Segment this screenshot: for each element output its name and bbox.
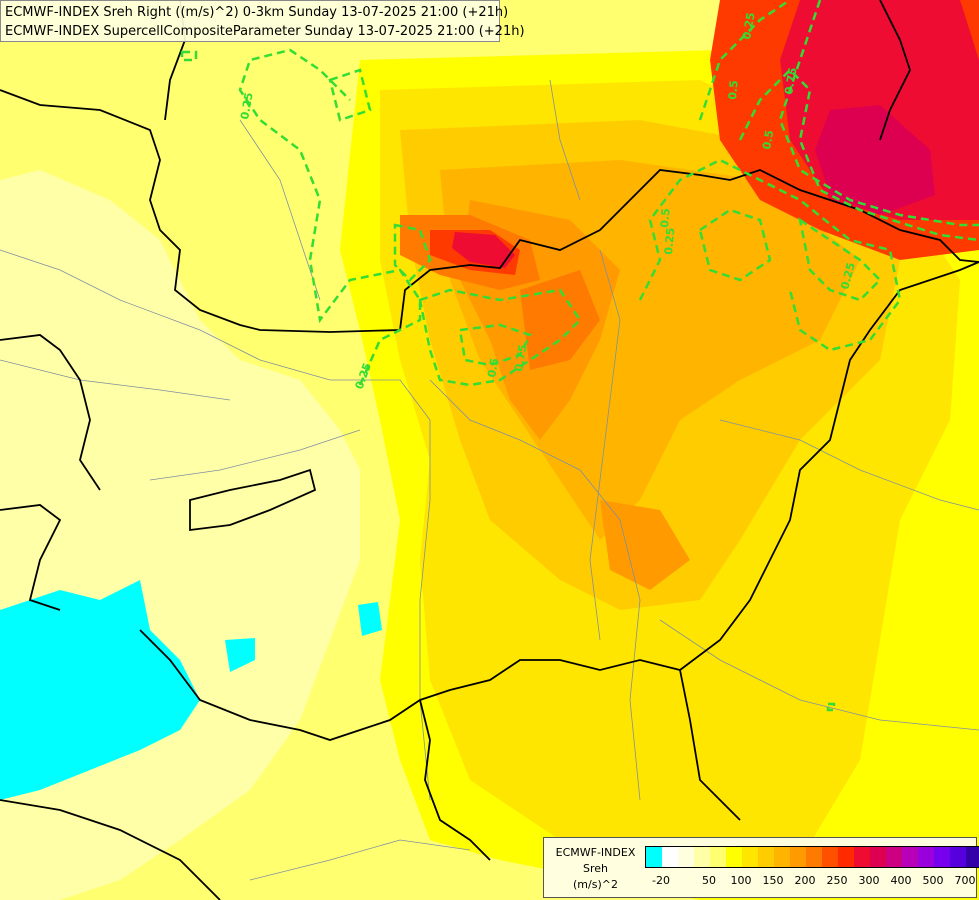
legend-tick-label: 150: [762, 874, 784, 887]
legend-swatch: [918, 847, 934, 867]
field-cyan-small-2: [225, 638, 255, 672]
field-red-orange-2: [520, 270, 600, 370]
legend-swatch: [934, 847, 950, 867]
border-c: [0, 504, 62, 611]
legend-swatch: [742, 847, 758, 867]
legend-swatch: [854, 847, 870, 867]
contour-east-2: [698, 0, 979, 227]
legend-swatch: [822, 847, 838, 867]
border-g: [419, 699, 491, 861]
legend-swatch: [806, 847, 822, 867]
legend-tick-label: 250: [826, 874, 848, 887]
river-5: [719, 419, 979, 511]
border-h: [679, 669, 741, 821]
river-6: [149, 429, 361, 481]
legend-swatch: [710, 847, 726, 867]
contour-east-4: [798, 217, 882, 302]
legend-swatch: [758, 847, 774, 867]
contour-label: 0.5: [485, 357, 501, 378]
legend-swatch: [694, 847, 710, 867]
field-cyan-small-1: [358, 602, 382, 636]
field-deep-orange-se: [600, 500, 690, 590]
legend-swatch: [886, 847, 902, 867]
contour-east-5: [698, 208, 772, 282]
legend-swatch: [870, 847, 886, 867]
contour-label: 0.5: [658, 208, 673, 229]
legend-swatch: [838, 847, 854, 867]
legend-swatch: [726, 847, 742, 867]
legend-title-model: ECMWF-INDEX: [555, 846, 636, 859]
legend-tick-label: 700: [954, 874, 976, 887]
river-2: [429, 379, 641, 801]
legend-swatch: [966, 847, 979, 867]
legend-title-unit: (m/s)^2: [573, 878, 618, 891]
map-title-box: ECMWF-INDEX Sreh Right ((m/s)^2) 0-3km S…: [0, 0, 525, 42]
border-a: [0, 89, 979, 333]
legend-tick-label: 300: [858, 874, 880, 887]
contour-label: 0.5: [760, 129, 776, 150]
river-10: [249, 839, 471, 881]
legend-tick-label: 50: [702, 874, 716, 887]
river-9: [549, 79, 581, 201]
river-4: [659, 619, 979, 731]
legend-tick-label: 400: [890, 874, 912, 887]
contour-west: [238, 48, 422, 386]
legend-swatch: [646, 847, 662, 867]
legend-title-param: Sreh: [582, 862, 608, 875]
legend-color-bar: [645, 846, 979, 868]
legend-swatch: [790, 847, 806, 867]
border-d: [0, 334, 101, 491]
contour-label: 0.25: [740, 12, 758, 41]
legend-swatch: [902, 847, 918, 867]
legend-swatch: [678, 847, 694, 867]
color-legend: ECMWF-INDEX Sreh (m/s)^2 -20 50 100 150 200 2…: [543, 837, 979, 898]
contour-east-1: [638, 158, 902, 352]
contour-west-2: [328, 68, 372, 122]
field-magenta-core: [815, 105, 935, 215]
legend-swatch: [662, 847, 678, 867]
border-f: [879, 0, 911, 141]
contour-label: 0.75: [782, 67, 800, 96]
title-scp: ECMWF-INDEX SupercellCompositeParameter …: [5, 24, 525, 39]
contour-center-3: [393, 223, 432, 282]
legend-tick-label: 200: [794, 874, 816, 887]
rivers: [0, 79, 979, 881]
contour-center: [418, 288, 582, 387]
border-b: [139, 261, 979, 741]
river-7: [239, 119, 321, 301]
contour-east-3: [738, 68, 979, 242]
legend-swatch: [950, 847, 966, 867]
border-i: [0, 799, 221, 900]
field-cyan-lake: [0, 580, 200, 800]
field-crimson-west: [452, 232, 515, 268]
scp-contours: [180, 0, 979, 712]
legend-tick-label: 500: [922, 874, 944, 887]
contour-tiny: [826, 702, 836, 712]
river-1: [0, 249, 431, 801]
legend-tick-label: -20: [652, 874, 670, 887]
contour-center-2: [458, 323, 532, 367]
legend-tick-label: 100: [730, 874, 752, 887]
river-3: [589, 249, 621, 641]
contour-label: 0.5: [726, 80, 741, 101]
legend-swatch: [774, 847, 790, 867]
contour-label: 0.25: [238, 92, 256, 121]
title-sreh: ECMWF-INDEX Sreh Right ((m/s)^2) 0-3km S…: [5, 5, 509, 20]
river-8: [0, 359, 231, 401]
field-cyan-small-3: [72, 672, 90, 698]
contour-label: 0.75: [512, 344, 530, 373]
contour-label: 0.25: [662, 227, 677, 255]
border-j: [189, 468, 317, 532]
